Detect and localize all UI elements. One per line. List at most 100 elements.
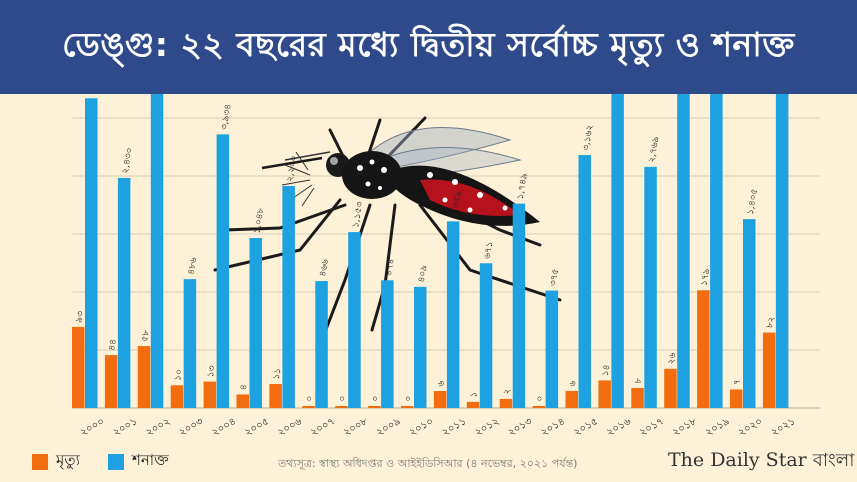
death-value-label: ০	[338, 395, 349, 403]
death-bar	[401, 406, 414, 408]
case-bar	[479, 263, 493, 408]
death-bar	[532, 406, 546, 408]
case-bar	[611, 94, 624, 408]
death-swatch	[32, 453, 48, 470]
legend-case-label: শনাক্ত	[131, 451, 169, 469]
legend: মৃত্যু শনাক্ত	[32, 449, 189, 474]
death-value-label: ৮২	[765, 316, 777, 329]
death-bar	[466, 401, 480, 408]
case-bar	[512, 203, 526, 408]
case-value-label: ৪৬৬	[318, 258, 331, 277]
year-tick-label: ২০১৮	[671, 416, 699, 439]
case-bar	[775, 94, 789, 409]
legend-item-case: শনাক্ত	[107, 449, 169, 474]
death-bar	[499, 398, 513, 408]
year-tick-label: ২০০০	[79, 416, 107, 439]
case-bar	[545, 290, 559, 408]
case-value-label: ১,৩৫৯	[450, 190, 464, 218]
bars	[72, 94, 789, 409]
case-swatch	[107, 453, 124, 470]
year-tick-label: ২০১৯	[704, 416, 732, 439]
death-value-label: ৯৩	[74, 310, 86, 323]
case-bar	[249, 238, 262, 408]
year-tick-label: ২০১৬	[605, 416, 633, 439]
brand-logo: The Daily Star বাংলা	[668, 446, 854, 477]
source-note: তথ্যসূত্র: স্বাস্থ্য অধিদপ্তর ও আইইডিসিআ…	[278, 457, 578, 470]
year-tick-label: ২০০৮	[342, 416, 370, 439]
case-bar	[117, 177, 131, 408]
case-bar	[644, 166, 657, 408]
death-bar	[203, 381, 217, 408]
case-value-label: ৪৮৬	[187, 256, 200, 275]
brand-bangla: বাংলা	[812, 450, 855, 471]
death-bar	[697, 290, 710, 408]
death-value-label: ১১	[272, 367, 284, 380]
death-bar	[137, 346, 151, 408]
death-bar	[598, 380, 611, 408]
death-value-label: ১	[469, 391, 480, 398]
death-bar	[72, 326, 85, 408]
year-tick-label: ২০২১	[769, 416, 797, 439]
year-tick-label: ২০১১	[440, 416, 468, 439]
death-bar	[565, 391, 578, 408]
case-value-label: ৪০৯	[417, 264, 430, 283]
death-bar	[631, 387, 644, 408]
year-tick-label: ২০০১	[111, 416, 139, 439]
death-value-label: ০	[305, 395, 316, 403]
case-bar	[414, 286, 427, 408]
case-value-label: ৬৭১	[483, 241, 496, 260]
year-tick-label: ২০০৯	[375, 416, 403, 439]
year-tick-label: ২০২০	[737, 416, 765, 439]
death-value-label: ১০	[173, 369, 185, 382]
death-value-label: ৪৪	[107, 338, 119, 351]
case-value-label: ২,৭৬৯	[647, 136, 661, 164]
legend-death-label: মৃত্যু	[56, 451, 80, 469]
death-bar	[170, 385, 184, 408]
legend-item-death: মৃত্যু	[32, 449, 80, 474]
case-value-label: ৪৭৪	[384, 258, 397, 277]
death-value-label: ১৪	[601, 364, 613, 377]
death-value-label: ০	[370, 395, 381, 403]
case-value-label: ৩৭৫	[548, 268, 561, 287]
year-tick-label: ২০০৬	[276, 416, 304, 439]
year-tick-label: ২০১৪	[539, 416, 567, 439]
death-value-label: ৭	[732, 378, 743, 386]
death-value-label: ৬	[436, 380, 447, 388]
death-bar	[302, 406, 315, 408]
year-tick-label: ২০০৪	[210, 416, 238, 439]
death-value-label: ৫৮	[140, 329, 152, 342]
case-bar	[85, 98, 98, 409]
death-bar	[433, 391, 447, 408]
death-bar	[762, 332, 776, 408]
death-bar	[664, 368, 677, 408]
death-bar	[104, 355, 118, 408]
case-value-label: ২,২০০	[285, 155, 299, 183]
mosquito-illustration	[213, 116, 562, 347]
death-value-label: ০	[403, 395, 414, 403]
x-tick-labels: ২০০০ ২০০১ ২০০২ ২০০৩ ২০০৪ ২০০৫ ২০০৬ ২০০৭ ২০০৮ ২০০৯…	[79, 416, 798, 439]
case-bar	[677, 94, 690, 409]
death-value-label: ৮	[634, 377, 645, 385]
data-labels: ৯৩৫,৫৫১৪৪২,৪৩০৫৮৬,২৩২১০৪৮৬১৩৩,৯৩৪৪১,০৪৮১…	[74, 94, 777, 403]
case-value-label: ৫,৫৫১	[88, 94, 102, 95]
death-value-label: ০	[535, 395, 546, 403]
brand-name: The Daily Star	[668, 449, 807, 471]
death-value-label: ১৩	[206, 365, 218, 378]
case-value-label: ৩,১৬২	[581, 124, 595, 152]
year-tick-label: ২০১০	[408, 416, 436, 439]
year-tick-label: ২০১৩	[506, 416, 534, 439]
death-bar	[730, 389, 743, 408]
death-value-label: ১৭৯	[699, 268, 712, 287]
case-value-label: ৩,৯৩৪	[219, 103, 233, 131]
year-tick-label: ২০১২	[473, 416, 501, 439]
case-value-label: ১,১৫৩	[351, 201, 365, 229]
death-bar	[236, 394, 249, 408]
year-tick-label: ২০১৫	[572, 416, 600, 439]
death-value-label: ৪	[239, 384, 250, 391]
year-tick-label: ২০০৩	[177, 416, 205, 439]
case-bar	[381, 280, 394, 408]
case-value-label: ১,৭৪৯	[516, 172, 530, 200]
year-tick-label: ২০০৭	[309, 416, 337, 439]
death-bar	[368, 406, 381, 408]
